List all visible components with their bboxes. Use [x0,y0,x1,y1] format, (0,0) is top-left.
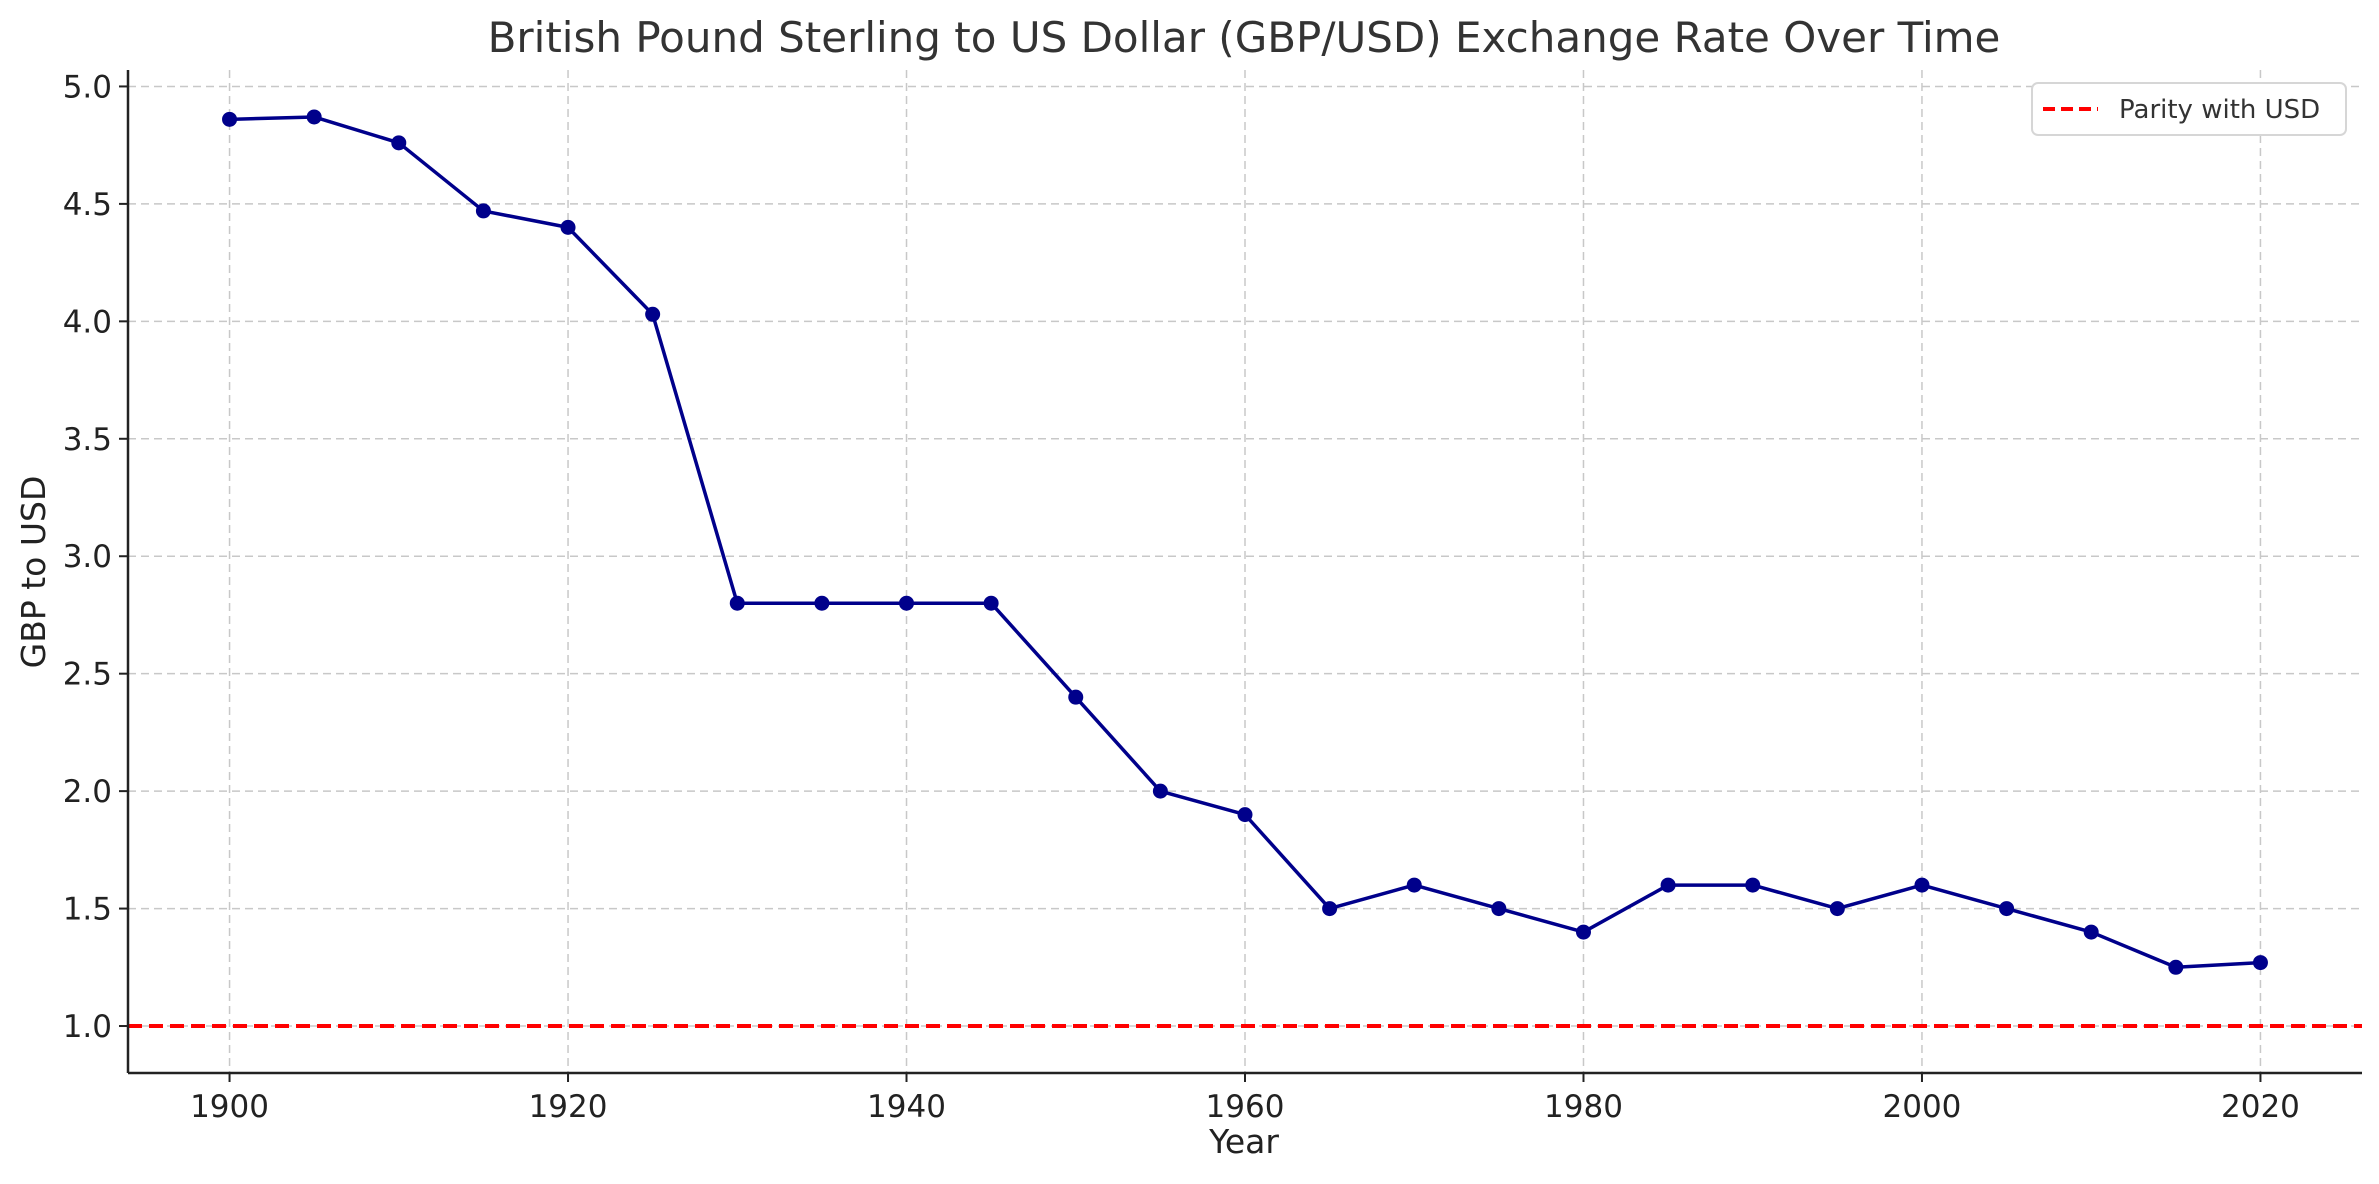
x-tick-label: 2020 [2221,1089,2300,1125]
legend-parity-label: Parity with USD [2119,95,2320,125]
data-point [2168,959,2184,975]
data-point [814,595,830,611]
data-point [560,219,576,235]
data-point [899,595,915,611]
data-point [2083,924,2099,940]
y-tick-label: 2.5 [63,657,112,693]
grid-layer [128,70,2362,1073]
legend: Parity with USD [2031,82,2347,136]
data-point [1660,877,1676,893]
data-point [2252,955,2268,971]
data-point [645,306,661,322]
x-tick-label: 1900 [190,1089,269,1125]
data-point [475,203,491,219]
x-tick-label: 1920 [529,1089,608,1125]
y-tick-label: 4.0 [63,304,112,340]
series-layer [222,109,2268,975]
data-point [1914,877,1930,893]
x-tick-label: 1960 [1206,1089,1285,1125]
y-tick-label: 1.5 [63,892,112,928]
data-point [1999,901,2015,917]
y-tick-label: 5.0 [63,69,112,105]
x-tick-label: 1980 [1544,1089,1623,1125]
data-point [1237,807,1253,823]
chart-title: British Pound Sterling to US Dollar (GBP… [488,13,2001,62]
data-point [1068,689,1084,705]
data-point [1406,877,1422,893]
data-point [1491,901,1507,917]
data-point [729,595,745,611]
y-tick-label: 3.5 [63,422,112,458]
data-point [1745,877,1761,893]
y-tick-label: 1.0 [63,1009,112,1045]
data-point [1829,901,1845,917]
x-tick-label: 2000 [1883,1089,1962,1125]
data-point [1152,783,1168,799]
data-point [1322,901,1338,917]
data-point [306,109,322,125]
x-axis-label: Year [1208,1122,1279,1161]
x-tick-label: 1940 [867,1089,946,1125]
data-point [391,135,407,151]
y-tick-label: 3.0 [63,539,112,575]
legend-box [2031,82,2347,136]
data-point [222,111,238,127]
y-axis-label: GBP to USD [14,476,53,669]
data-point [983,595,999,611]
y-tick-label: 2.0 [63,774,112,810]
data-point [1575,924,1591,940]
ticks-layer: 1900 1920 1940 1960 1980 2000 2020 1.0 1.5 2.0 2.5… [63,69,2300,1125]
y-tick-label: 4.5 [63,187,112,223]
